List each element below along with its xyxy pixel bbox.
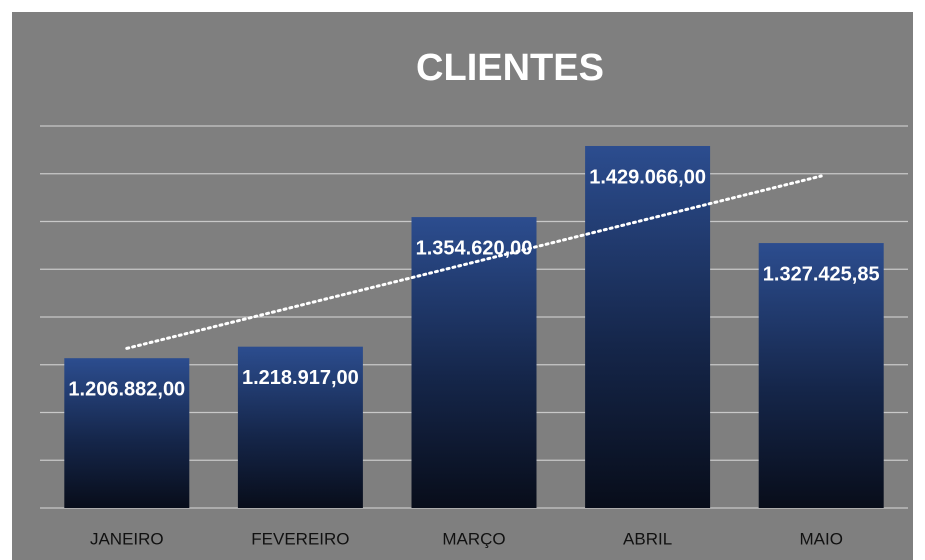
data-label: 1.218.917,00 [242,367,359,389]
data-label: 1.206.882,00 [68,378,185,400]
data-label: 1.354.620,00 [416,237,533,259]
bar [758,243,884,508]
bar [585,145,711,508]
x-tick-label: JANEIRO [90,529,164,548]
bar [64,358,190,508]
trendline [125,174,823,350]
x-tick-label: MARÇO [442,529,505,548]
chart-title: CLIENTES [416,47,604,89]
bar [237,346,363,508]
x-tick-label: MAIO [799,529,842,548]
x-tick-label: ABRIL [623,529,672,548]
bar [411,217,537,509]
x-tick-label: FEVEREIRO [251,529,349,548]
data-label: 1.429.066,00 [589,166,706,188]
data-label: 1.327.425,85 [763,263,880,285]
